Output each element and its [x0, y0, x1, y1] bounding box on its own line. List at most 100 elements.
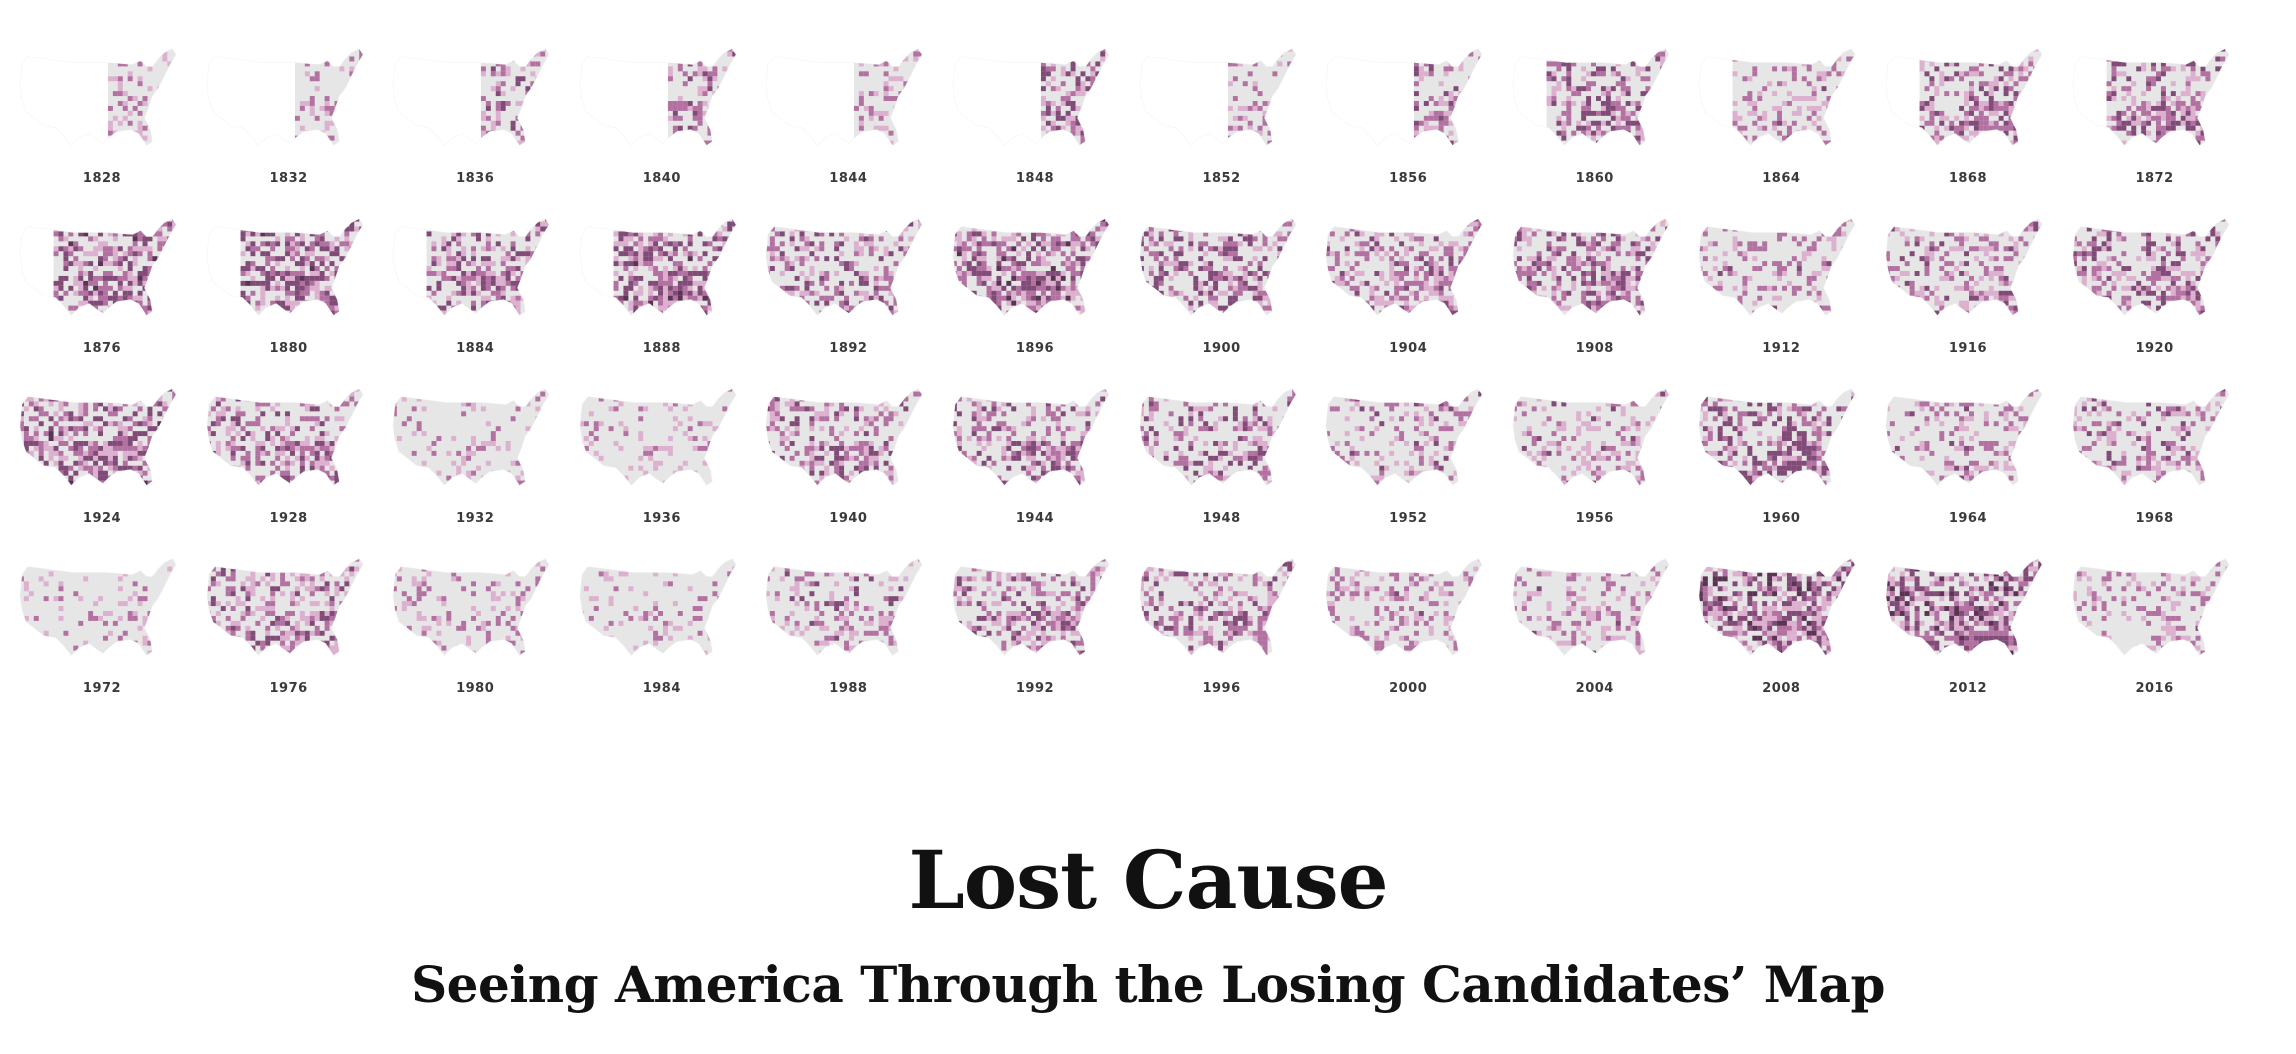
county-cell — [652, 310, 658, 316]
county-cell — [996, 295, 1002, 301]
county-cell — [1045, 101, 1051, 106]
county-cell — [908, 221, 914, 227]
county-cell — [903, 295, 909, 301]
county-cell — [1752, 101, 1758, 106]
county-cell — [451, 290, 457, 296]
county-cell — [1247, 300, 1253, 306]
county-cell — [1095, 285, 1101, 291]
county-cell — [1045, 66, 1051, 72]
county-cell — [314, 236, 320, 242]
county-cell — [1031, 285, 1036, 291]
county-cell — [613, 221, 619, 227]
county-cell — [481, 130, 487, 136]
county-cell — [677, 285, 683, 291]
county-cell — [1011, 285, 1017, 291]
county-cell — [491, 56, 496, 62]
county-cell — [1414, 275, 1420, 281]
county-cell — [1963, 96, 1969, 102]
county-cell — [1409, 236, 1415, 242]
county-cell — [2115, 48, 2121, 52]
county-cell — [486, 320, 491, 325]
county-cell — [1973, 66, 1979, 72]
county-cell — [2115, 61, 2121, 67]
county-cell — [1841, 101, 1847, 106]
county-cell — [839, 305, 845, 311]
county-cell — [1227, 310, 1233, 316]
county-cell — [1148, 221, 1154, 227]
county-cell — [147, 115, 153, 121]
county-cell — [540, 285, 546, 291]
county-cell — [1262, 101, 1268, 106]
county-cell — [1846, 110, 1852, 116]
county-cell — [1075, 86, 1081, 92]
county-cell — [299, 105, 305, 111]
county-cell — [722, 101, 728, 106]
county-cell — [550, 241, 555, 246]
county-cell — [358, 285, 363, 291]
county-cell — [1050, 251, 1056, 257]
county-cell — [1757, 125, 1763, 131]
county-cell — [1085, 105, 1091, 111]
county-cell — [1148, 295, 1154, 301]
county-cell — [167, 125, 173, 131]
county-cell — [1050, 271, 1056, 276]
county-cell — [2013, 145, 2019, 146]
county-cell — [1944, 125, 1950, 131]
county-cell — [2013, 81, 2019, 87]
county-cell — [162, 285, 168, 291]
county-cell — [1257, 295, 1263, 301]
county-cell — [618, 221, 624, 227]
county-cell — [1660, 135, 1665, 141]
county-cell — [1021, 280, 1027, 286]
county-cell — [2200, 130, 2205, 136]
county-cell — [672, 101, 678, 106]
county-cell — [1070, 295, 1076, 301]
county-cell — [1473, 150, 1478, 155]
map-cell: 1844 — [758, 38, 944, 208]
county-cell — [682, 315, 688, 316]
county-cell — [1551, 48, 1557, 52]
county-cell — [1080, 315, 1086, 316]
county-cell — [1635, 56, 1641, 62]
county-cell — [1060, 275, 1066, 281]
county-cell — [1585, 130, 1591, 136]
county-cell — [2125, 115, 2131, 121]
county-cell — [893, 280, 899, 286]
county-cell — [717, 221, 723, 227]
county-cell — [1767, 56, 1773, 62]
county-cell — [1374, 295, 1380, 301]
county-cell — [1797, 110, 1803, 116]
county-cell — [1369, 295, 1375, 301]
county-cell — [1222, 290, 1228, 296]
county-cell — [1247, 105, 1253, 111]
county-cell — [717, 101, 723, 106]
county-cell — [2130, 56, 2136, 62]
county-cell — [1050, 246, 1056, 252]
county-cell — [309, 266, 315, 272]
county-cell — [1742, 96, 1748, 102]
county-cell — [1065, 91, 1071, 97]
county-cell — [2145, 115, 2151, 121]
county-cell — [1998, 145, 2004, 146]
county-cell — [1483, 116, 1488, 121]
county-cell — [1414, 266, 1420, 272]
county-cell — [682, 251, 688, 257]
county-cell — [1551, 91, 1557, 97]
county-cell — [515, 300, 521, 306]
county-cell — [358, 261, 363, 267]
county-cell — [903, 101, 909, 106]
county-cell — [1222, 256, 1228, 262]
county-cell — [259, 231, 265, 237]
county-cell — [1326, 290, 1331, 296]
county-cell — [1630, 145, 1636, 146]
county-cell — [1831, 130, 1837, 136]
county-cell — [112, 76, 118, 82]
county-cell — [1090, 76, 1096, 82]
county-cell — [1590, 81, 1596, 87]
county-cell — [329, 110, 335, 116]
county-cell — [525, 280, 531, 286]
county-cell — [799, 261, 805, 267]
county-cell — [245, 266, 251, 272]
county-cell — [2165, 110, 2171, 116]
county-cell — [1655, 135, 1661, 141]
